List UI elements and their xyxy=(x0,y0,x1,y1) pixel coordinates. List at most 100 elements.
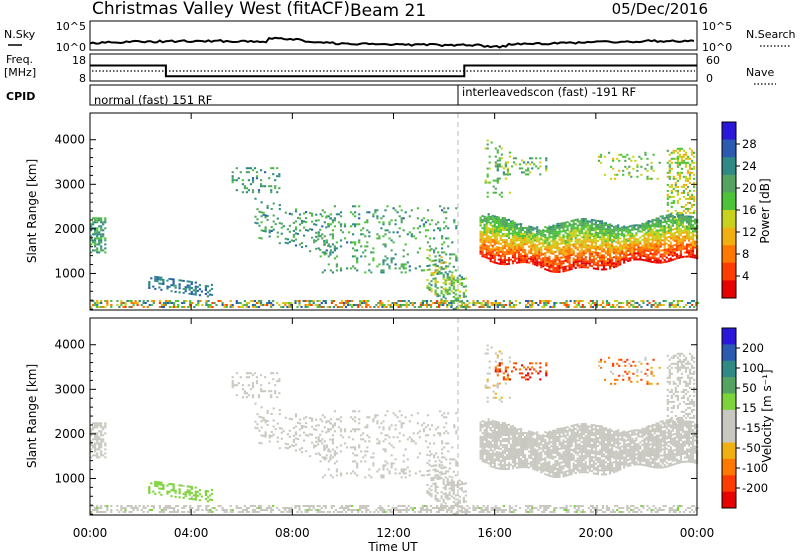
power-cell xyxy=(683,217,686,220)
power-cell xyxy=(602,262,606,265)
power-cell xyxy=(411,304,414,306)
power-cell xyxy=(652,304,655,306)
power-cell xyxy=(655,247,658,250)
power-cell xyxy=(659,243,662,246)
velocity-cell xyxy=(349,509,352,511)
velocity-cell xyxy=(272,505,275,507)
power-cell xyxy=(671,216,674,219)
velocity-cell xyxy=(110,511,113,513)
power-cell xyxy=(580,250,583,253)
velocity-cell xyxy=(676,509,679,511)
velocity-cell xyxy=(160,511,163,513)
velocity-cell xyxy=(529,505,532,507)
power-cell xyxy=(530,244,533,247)
power-cell xyxy=(570,219,573,222)
velocity-cell xyxy=(551,511,554,513)
velocity-cell xyxy=(335,468,338,471)
power-cell xyxy=(92,233,95,236)
power-cell xyxy=(523,161,526,164)
power-cell xyxy=(513,245,517,248)
power-cell xyxy=(96,235,99,238)
power-cell xyxy=(441,235,444,238)
velocity-cell xyxy=(372,462,375,465)
power-cell xyxy=(497,226,500,229)
power-cell xyxy=(354,243,357,246)
power-cell xyxy=(481,243,484,246)
power-cell xyxy=(580,226,583,229)
power-cell xyxy=(595,304,598,306)
velocity-cell xyxy=(217,505,220,507)
velocity-cell xyxy=(294,505,297,507)
velocity-cell xyxy=(235,372,238,375)
power-cell xyxy=(658,161,661,164)
power-cell xyxy=(653,255,656,258)
power-cell xyxy=(617,226,620,229)
power-cell xyxy=(653,243,656,246)
velocity-cell xyxy=(529,511,532,513)
power-cell xyxy=(286,306,289,308)
power-cell xyxy=(509,248,512,251)
power-cell xyxy=(574,255,577,257)
power-cell xyxy=(613,228,616,231)
power-cell xyxy=(668,163,671,166)
power-cell xyxy=(517,237,521,240)
velocity-cell xyxy=(539,505,542,507)
power-cell xyxy=(506,171,509,174)
power-cell xyxy=(241,183,244,186)
power-cell xyxy=(573,300,576,302)
power-cell xyxy=(595,306,598,308)
power-cell xyxy=(442,300,445,302)
power-cell xyxy=(678,161,681,164)
velocity-cell xyxy=(372,464,375,467)
power-cell xyxy=(505,225,508,227)
power-cell xyxy=(231,177,234,180)
power-cell xyxy=(496,165,499,168)
power-cell xyxy=(529,157,532,160)
power-cell xyxy=(540,258,543,261)
power-cell xyxy=(445,225,448,228)
power-cell xyxy=(611,240,614,243)
power-cell xyxy=(517,259,521,262)
power-cell xyxy=(533,163,536,166)
power-cell xyxy=(483,253,486,256)
power-cell xyxy=(356,269,359,272)
power-cell xyxy=(667,260,670,263)
power-cell xyxy=(517,239,521,242)
power-cell xyxy=(468,302,471,304)
power-cell xyxy=(337,221,341,224)
velocity-cell xyxy=(368,436,371,439)
velocity-cell xyxy=(654,511,657,513)
power-cell xyxy=(617,228,620,231)
power-cell xyxy=(441,209,444,212)
power-cell xyxy=(358,239,361,242)
power-cell xyxy=(542,241,545,244)
power-cell xyxy=(552,242,555,245)
velocity-cell xyxy=(278,427,281,430)
power-cell xyxy=(550,244,553,247)
power-cell xyxy=(637,242,640,245)
power-cell xyxy=(462,291,465,294)
power-cell xyxy=(617,234,620,237)
power-cell xyxy=(487,215,490,218)
power-cell xyxy=(661,217,664,220)
power-cell xyxy=(673,236,676,238)
power-cell xyxy=(347,302,350,304)
power-cell xyxy=(671,252,674,255)
power-cell xyxy=(575,304,578,306)
power-cell xyxy=(621,256,624,259)
power-cell xyxy=(503,245,506,248)
power-cell xyxy=(280,232,283,235)
power-cell xyxy=(631,256,634,259)
power-cell xyxy=(286,242,289,245)
power-cell xyxy=(643,245,646,248)
velocity-cell xyxy=(168,505,172,507)
power-cell xyxy=(685,231,689,234)
power-cell xyxy=(526,243,529,246)
power-cell xyxy=(518,302,522,304)
power-cell xyxy=(305,211,308,214)
velocity-cell xyxy=(98,444,101,447)
power-cell xyxy=(598,226,602,229)
power-cell xyxy=(313,241,316,244)
velocity-cell xyxy=(583,511,586,513)
